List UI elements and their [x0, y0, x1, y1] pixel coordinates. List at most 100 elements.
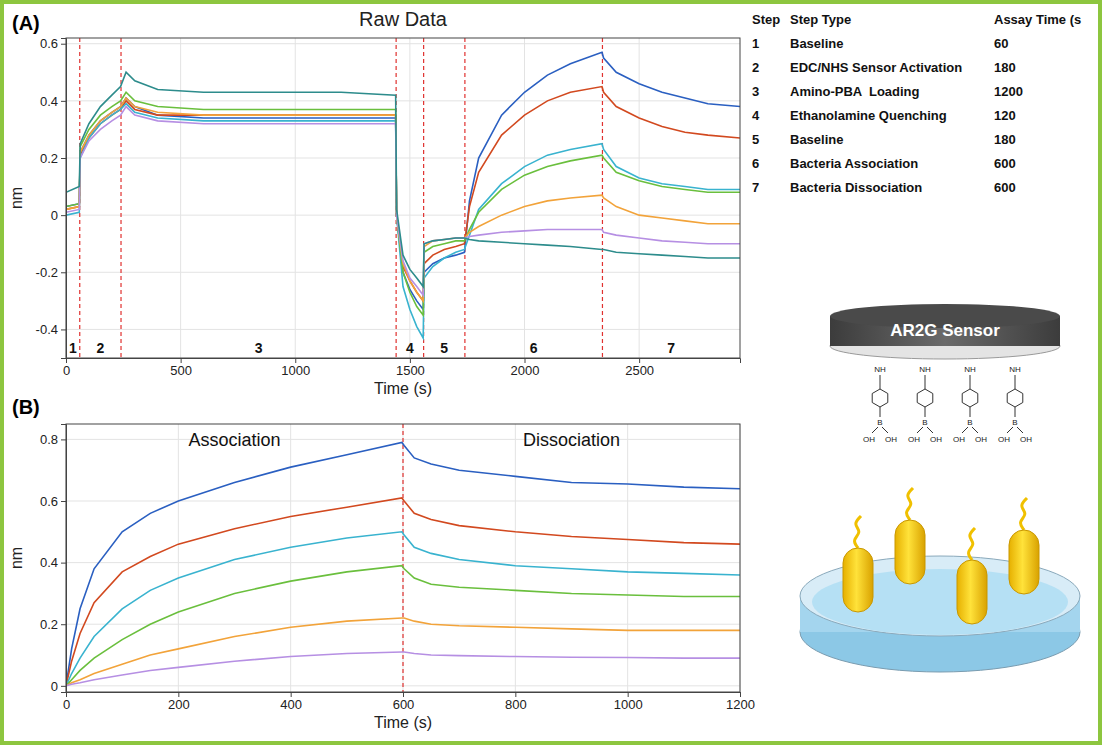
data-line [66, 442, 740, 685]
tick-mark [61, 501, 66, 502]
tick: 0.4 [40, 94, 66, 109]
tick-label: 1500 [396, 363, 425, 378]
atom-label: B [922, 418, 927, 427]
text-line: 180 [994, 60, 1016, 75]
tick-label: 0 [63, 697, 70, 712]
table-cell: 5 [752, 132, 759, 147]
text-line: Bacteria Dissociation [790, 180, 922, 195]
panel: 05001000150020002500-0.4-0.200.20.40.612… [8, 8, 741, 397]
page-border [2, 2, 1100, 743]
tick: 0.6 [40, 494, 66, 509]
data-line [66, 92, 740, 315]
plot-area [66, 38, 740, 358]
tick-label: 0.2 [40, 151, 58, 166]
grid-line [66, 100, 740, 101]
tick-mark [61, 272, 66, 273]
grid-line [180, 38, 181, 358]
pba-molecule: NHBOHOH [908, 365, 942, 444]
table-cell: 4 [752, 108, 760, 123]
atom-label: OH [975, 435, 987, 444]
region-label: 2 [96, 340, 104, 356]
atom-label: OH [885, 435, 897, 444]
text-line: Bacteria Association [790, 156, 918, 171]
data-line [66, 107, 740, 296]
grid-line [639, 38, 640, 358]
annotation: Dissociation [523, 430, 620, 450]
text-line: Baseline [790, 36, 843, 51]
table-cell: 600 [994, 180, 1016, 195]
sensor-diagram: AR2G SensorNHBOHOHNHBOHOHNHBOHOHNHBOHOH [800, 304, 1080, 672]
tick-label: 500 [170, 363, 192, 378]
bond [925, 407, 926, 417]
region-label: 7 [667, 340, 675, 356]
benzene-ring [917, 389, 933, 407]
table-cell: Bacteria Association [790, 156, 918, 171]
step-table: StepStep TypeAssay Time (s1Baseline602ED… [752, 12, 1081, 195]
pba-molecule: NHBOHOH [863, 365, 897, 444]
plot-frame [66, 424, 740, 692]
atom-label: NH [1009, 365, 1021, 374]
tick-mark [61, 101, 66, 102]
table-cell: 6 [752, 156, 759, 171]
grid-line [66, 43, 740, 44]
plot-frame [66, 38, 740, 358]
bond [1015, 407, 1016, 417]
data-line [66, 98, 740, 301]
tick-label: 1200 [726, 697, 755, 712]
data-line [66, 532, 740, 686]
table-cell: 1200 [994, 84, 1023, 99]
table-header: Step Type [790, 12, 851, 27]
tick-label: 0.4 [40, 555, 58, 570]
table-cell: Amino-PBA Loading [790, 84, 920, 99]
axis: 05001000150020002500 [63, 358, 741, 378]
tick: 800 [505, 692, 527, 712]
panel: 02004006008001000120000.20.40.60.8Associ… [8, 396, 755, 731]
tick-mark [61, 563, 66, 564]
bond [970, 407, 971, 417]
tick-mark [61, 624, 66, 625]
benzene-ring [1007, 389, 1023, 407]
tick: 0.2 [40, 151, 66, 166]
tick-label: 0.8 [40, 432, 58, 447]
atom-label: OH [908, 435, 920, 444]
tick-label: 0.4 [40, 94, 58, 109]
grid-line [66, 329, 740, 330]
data-line [66, 618, 740, 686]
bacterium-body [957, 560, 987, 624]
table-cell: 120 [994, 108, 1016, 123]
atom-label: OH [863, 435, 875, 444]
data-line [66, 652, 740, 686]
text-line: 180 [994, 132, 1016, 147]
tick-label: 0.2 [40, 617, 58, 632]
tick-mark [61, 439, 66, 440]
tick-label: 2000 [511, 363, 540, 378]
region-label: 5 [440, 340, 448, 356]
tick-label: 200 [168, 697, 190, 712]
table-cell: 60 [994, 36, 1008, 51]
tick-mark [61, 686, 66, 687]
tick: 2000 [511, 358, 540, 378]
plot-background [66, 38, 740, 358]
tick: 1500 [396, 358, 425, 378]
tick: 0.8 [40, 432, 66, 447]
tick: 200 [168, 692, 190, 712]
region-label: 3 [255, 340, 263, 356]
table-header: Assay Time (s [994, 12, 1081, 27]
tick: 400 [280, 692, 302, 712]
grid-line [178, 424, 179, 692]
bond [882, 427, 888, 433]
text-line: 1200 [994, 84, 1023, 99]
grid-line [627, 424, 628, 692]
grid-line [295, 38, 296, 358]
bond [925, 375, 926, 389]
tick-label: 400 [280, 697, 302, 712]
bond [880, 407, 881, 417]
flagellum [969, 528, 975, 560]
tick: -0.4 [36, 322, 66, 337]
atom-label: OH [930, 435, 942, 444]
bacterium [843, 516, 873, 612]
tick-label: 800 [505, 697, 527, 712]
plot-area [66, 424, 740, 692]
bacterium-body [843, 548, 873, 612]
tick: 1000 [281, 358, 310, 378]
